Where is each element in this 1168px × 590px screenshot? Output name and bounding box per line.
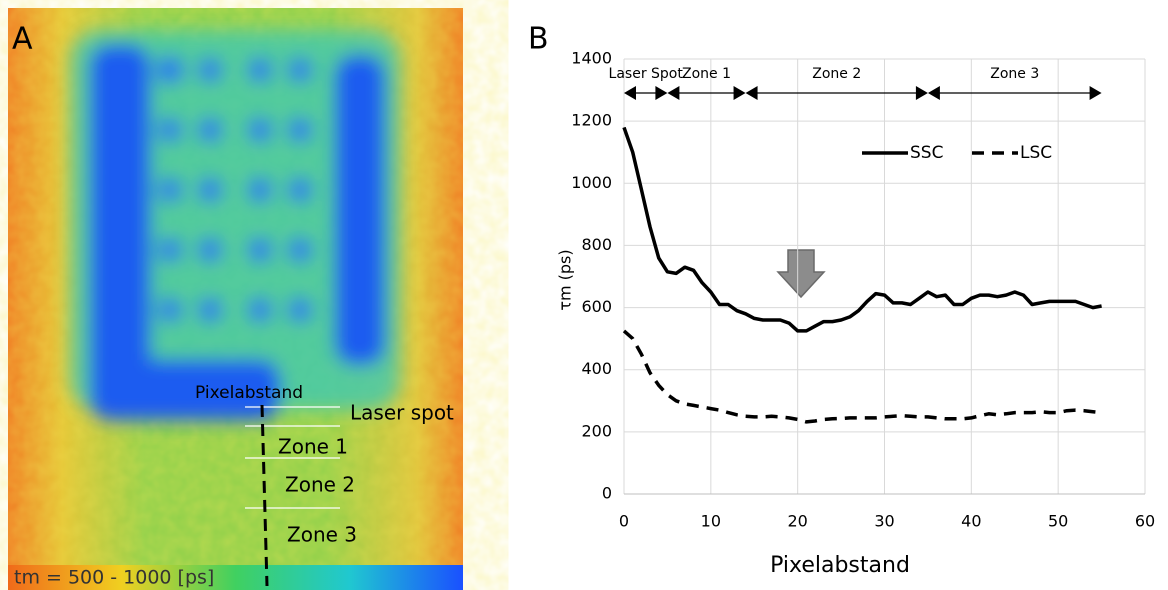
- legend-label: LSC: [1020, 143, 1052, 163]
- arrow-head: [733, 86, 746, 100]
- x-tick-label: 30: [874, 512, 894, 531]
- annotation: Zone 1: [278, 435, 348, 459]
- annotation: Laser spot: [350, 401, 454, 425]
- y-tick-label: 0: [602, 484, 612, 503]
- colorbar-label: tm = 500 - 1000 [ps]: [14, 567, 214, 589]
- x-tick-label: 60: [1135, 512, 1155, 531]
- panel-label: B: [528, 22, 549, 57]
- x-tick-label: 50: [1048, 512, 1068, 531]
- legend-label: SSC: [910, 143, 943, 163]
- panel-label: A: [12, 22, 33, 57]
- annotation-label: Zone 2: [812, 66, 861, 82]
- y-tick-label: 800: [581, 235, 612, 254]
- arrow-head: [1089, 86, 1102, 100]
- arrow-head: [915, 86, 928, 100]
- annotation: Pixelabstand: [195, 383, 303, 403]
- arrow-head: [655, 86, 668, 100]
- y-tick-label: 400: [581, 359, 612, 378]
- y-tick-label: 1200: [571, 111, 612, 130]
- line: [622, 329, 1102, 424]
- line: [622, 126, 1102, 333]
- y-tick-label: 1000: [571, 173, 612, 192]
- x-tick-label: 40: [961, 512, 981, 531]
- y-tick-label: 600: [581, 297, 612, 316]
- y-tick-label: 200: [581, 421, 612, 440]
- x-axis-label: Pixelabstand: [770, 553, 910, 578]
- arrow-head: [667, 86, 680, 100]
- arrow-head: [927, 86, 940, 100]
- annotation-label: Laser Spot: [609, 66, 684, 82]
- y-tick-label: 1400: [571, 49, 612, 68]
- arrow-head: [745, 86, 758, 100]
- y-axis-label: τm (ps): [556, 249, 575, 310]
- x-tick-label: 20: [787, 512, 807, 531]
- heatmap: [8, 8, 463, 590]
- annotation-label: Zone 1: [682, 66, 731, 82]
- annotation-label: Zone 3: [990, 66, 1039, 82]
- indicator-arrow: [776, 249, 826, 299]
- x-tick-label: 0: [619, 512, 629, 531]
- x-tick-label: 10: [701, 512, 721, 531]
- annotation: Zone 2: [285, 473, 355, 497]
- annotation: Zone 3: [287, 523, 357, 547]
- arrow-head: [624, 86, 636, 100]
